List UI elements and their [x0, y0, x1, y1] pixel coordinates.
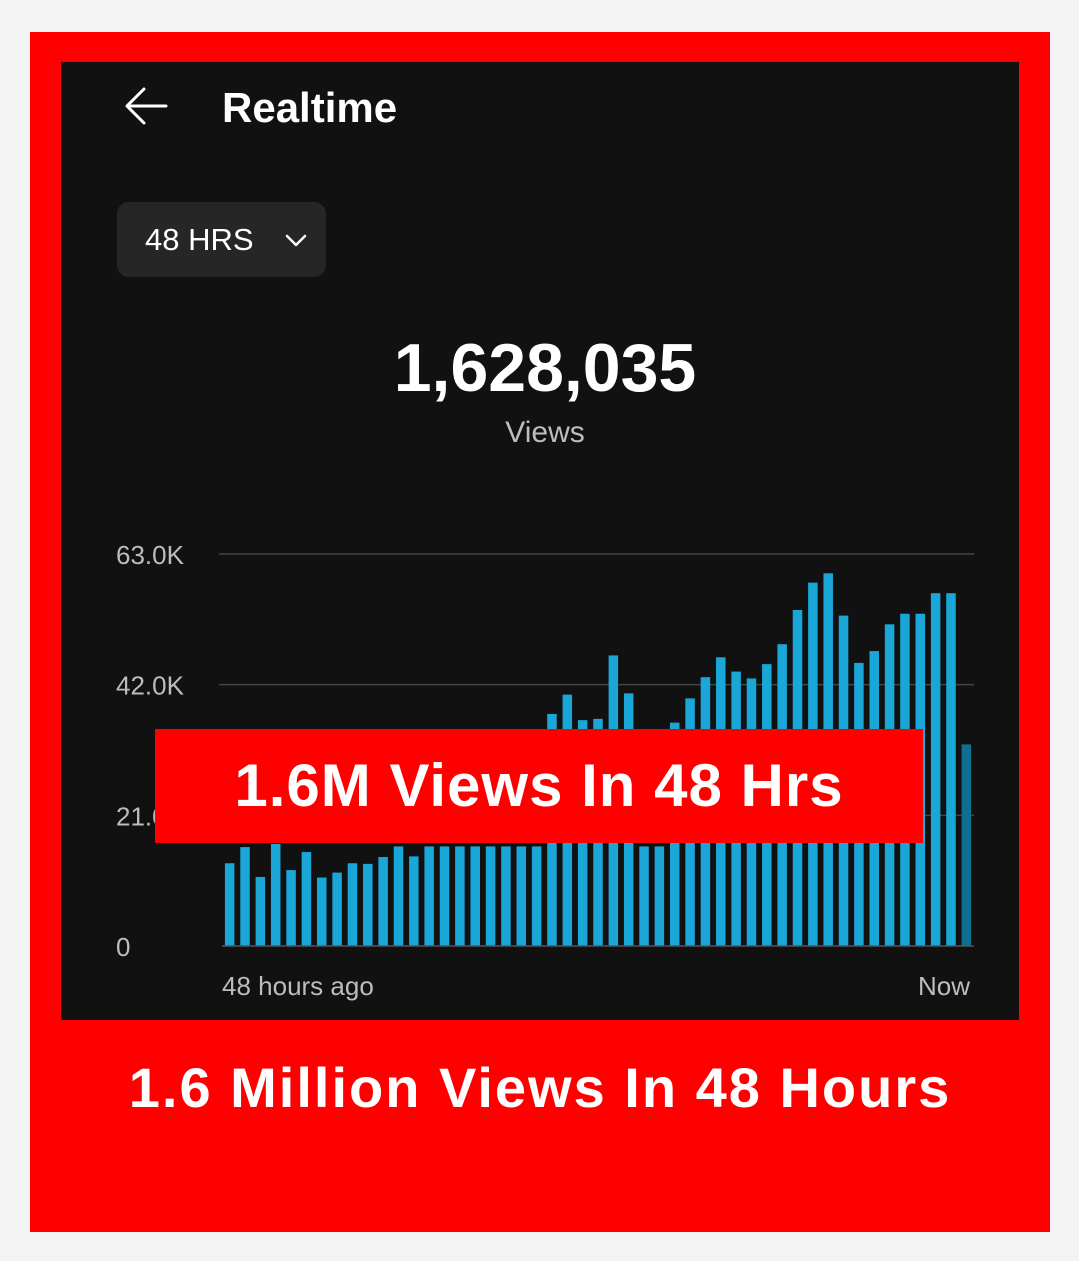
total-views-value: 1,628,035: [393, 330, 697, 406]
caption-text: 1.6 Million Views In 48 Hours: [128, 1056, 952, 1119]
arrow-left-icon[interactable]: [122, 84, 170, 128]
page-title: Realtime: [222, 84, 398, 131]
range-select-label: 48 HRS: [145, 222, 254, 257]
chevron-down-icon: [285, 234, 307, 247]
overlay-banner: 1.6M Views In 48 Hrs: [155, 729, 923, 843]
overlay-banner-text: 1.6M Views In 48 Hrs: [234, 752, 844, 819]
range-select-button[interactable]: 48 HRS: [117, 202, 326, 277]
total-views-label: Views: [505, 416, 585, 449]
